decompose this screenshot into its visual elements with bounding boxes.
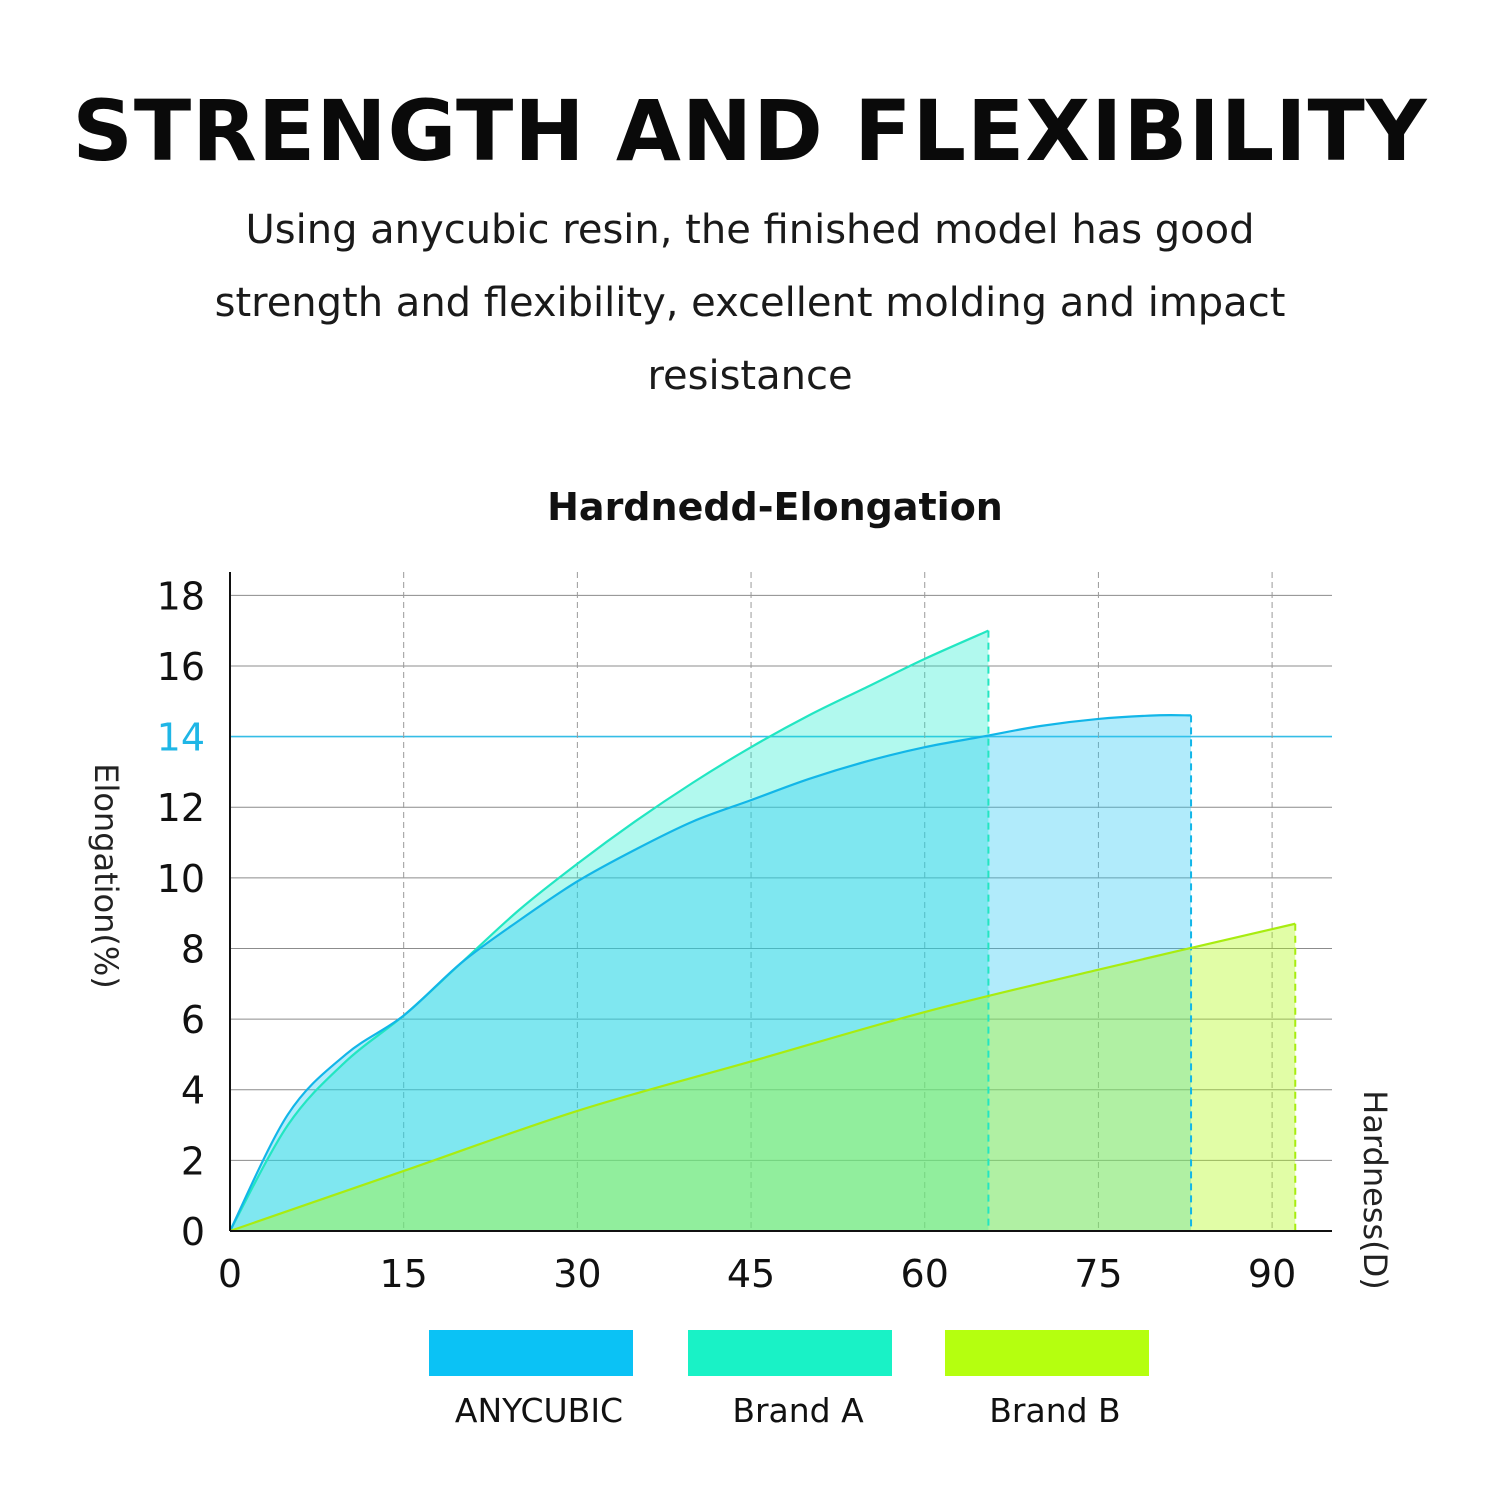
x-tick-label: 0	[218, 1252, 242, 1296]
x-tick-label: 15	[380, 1252, 428, 1296]
y-tick-label: 14	[157, 716, 205, 760]
y-tick-label: 8	[181, 927, 205, 971]
legend-swatch-brand-b	[945, 1330, 1149, 1376]
y-tick-label: 16	[157, 645, 205, 689]
page-subtitle: Using anycubic resin, the finished model…	[214, 207, 1286, 399]
legend-label-anycubic: ANYCUBIC	[455, 1391, 623, 1430]
y-tick-label: 12	[157, 786, 205, 830]
y-tick-label: 2	[181, 1139, 205, 1183]
y-axis-label: Elongation(%)	[87, 763, 125, 989]
legend-label-brand-a: Brand A	[732, 1391, 864, 1430]
y-tick-label: 0	[181, 1210, 205, 1254]
legend-swatch-brand-a	[688, 1330, 892, 1376]
x-tick-label: 90	[1248, 1252, 1296, 1296]
chart-title: Hardnedd-Elongation	[547, 485, 1003, 529]
area-anycubic	[230, 715, 1192, 1231]
y-tick-label: 6	[181, 998, 205, 1042]
x-axis-label: Hardness(D)	[1356, 1090, 1394, 1290]
line-anycubic	[229, 714, 1192, 1232]
y-tick-label: 4	[181, 1069, 205, 1113]
x-tick-label: 75	[1074, 1252, 1122, 1296]
x-tick-label: 30	[553, 1252, 601, 1296]
y-tick-label: 18	[157, 574, 205, 618]
area-brand-b	[230, 923, 1296, 1231]
line-brand-b	[229, 922, 1296, 1233]
legend-label-brand-b: Brand B	[989, 1391, 1120, 1430]
page-title: STRENGTH AND FLEXIBILITY	[72, 82, 1428, 180]
x-tick-label: 60	[901, 1252, 949, 1296]
y-tick-label: 10	[157, 857, 205, 901]
area-brand-a	[230, 630, 989, 1231]
x-tick-label: 45	[727, 1252, 775, 1296]
line-brand-a	[229, 629, 989, 1232]
legend-swatch-anycubic	[429, 1330, 633, 1376]
